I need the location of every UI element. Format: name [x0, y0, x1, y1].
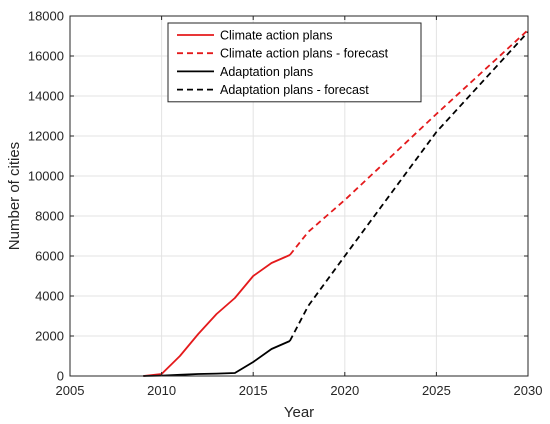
y-tick-label: 4000	[35, 289, 64, 304]
x-tick-label: 2010	[147, 383, 176, 398]
legend-box	[167, 22, 422, 103]
series-line-2	[143, 340, 291, 377]
series-layer	[143, 29, 529, 377]
axis-ticks: 2005 2010 2015 2020 2025 2030 0 2000 4000 6000 800…	[28, 9, 543, 399]
series-line-0	[143, 254, 291, 377]
plot-frame	[69, 15, 529, 377]
x-tick-label: 2015	[239, 383, 268, 398]
y-tick-label: 2000	[35, 329, 64, 344]
y-axis-label: Number of cities	[6, 142, 23, 250]
series-line-3	[289, 31, 529, 342]
y-tick-label: 6000	[35, 249, 64, 264]
legend-entry-label: Adaptation plans	[220, 65, 313, 79]
legend-entry-label: Climate action plans - forecast	[220, 47, 389, 61]
y-tick-label: 8000	[35, 209, 64, 224]
legend-entry-label: Adaptation plans - forecast	[220, 83, 369, 97]
x-tick-label: 2005	[56, 383, 85, 398]
x-axis-label: Year	[284, 404, 314, 421]
y-tick-label: 14000	[28, 89, 64, 104]
y-tick-label: 0	[57, 369, 64, 384]
x-tick-label: 2025	[422, 383, 451, 398]
series-line-1	[289, 29, 529, 256]
y-tick-label: 16000	[28, 49, 64, 64]
legend: Climate action plans Climate action plans…	[167, 22, 422, 103]
legend-entry-label: Climate action plans	[220, 29, 333, 43]
x-tick-label: 2020	[330, 383, 359, 398]
y-tick-label: 18000	[28, 9, 64, 24]
y-tick-label: 10000	[28, 169, 64, 184]
x-tick-label: 2030	[514, 383, 543, 398]
y-tick-label: 12000	[28, 129, 64, 144]
